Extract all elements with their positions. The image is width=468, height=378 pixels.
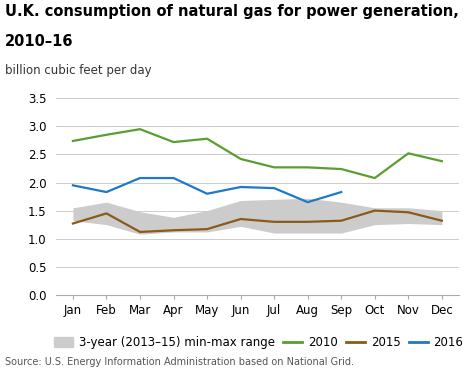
- Legend: 3-year (2013–15) min-max range, 2010, 2015, 2016: 3-year (2013–15) min-max range, 2010, 20…: [54, 336, 463, 349]
- Text: Source: U.S. Energy Information Administration based on National Grid.: Source: U.S. Energy Information Administ…: [5, 357, 354, 367]
- Text: U.K. consumption of natural gas for power generation,: U.K. consumption of natural gas for powe…: [5, 4, 459, 19]
- Text: billion cubic feet per day: billion cubic feet per day: [5, 64, 151, 77]
- Text: 2010–16: 2010–16: [5, 34, 73, 49]
